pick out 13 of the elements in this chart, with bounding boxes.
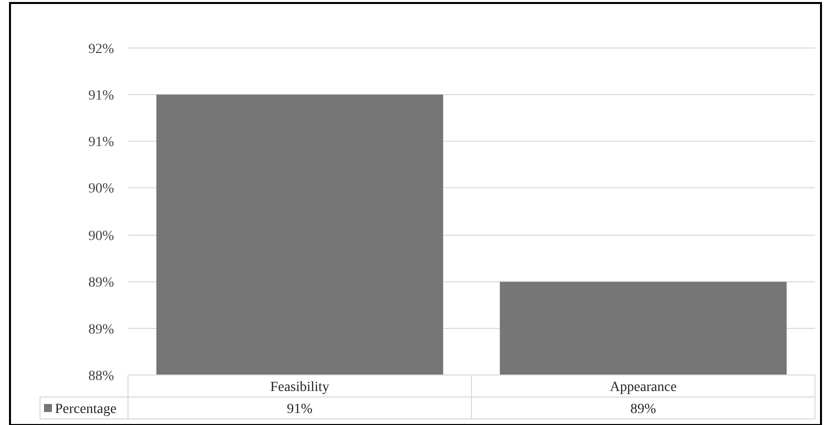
- y-tick-label: 90%: [88, 182, 114, 197]
- data-label: 91%: [286, 402, 313, 417]
- y-tick-label: 90%: [88, 229, 114, 244]
- y-tick-label: 89%: [88, 276, 114, 291]
- x-tick-label: Appearance: [610, 380, 677, 395]
- y-tick-label: 91%: [88, 135, 114, 150]
- x-tick-label: Feasibility: [270, 380, 330, 395]
- y-tick-label: 89%: [88, 322, 114, 338]
- y-tick-label: 92%: [88, 42, 114, 57]
- data-label: 89%: [630, 402, 656, 417]
- y-tick-label: 91%: [88, 88, 114, 104]
- legend-label: Percentage: [55, 402, 116, 417]
- y-tick-label: 88%: [88, 368, 114, 384]
